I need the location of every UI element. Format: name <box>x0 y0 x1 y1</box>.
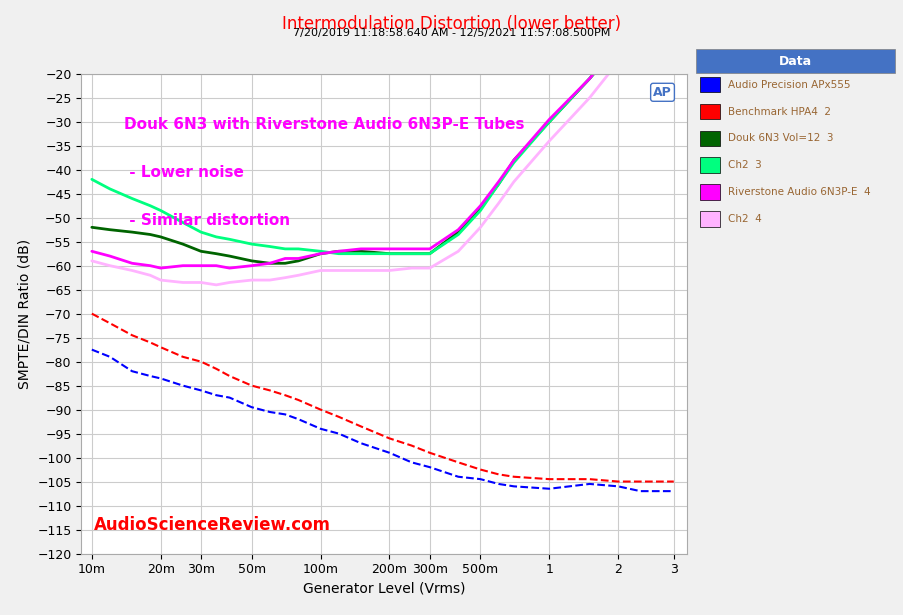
Text: Riverstone Audio 6N3P-E  4: Riverstone Audio 6N3P-E 4 <box>727 187 870 197</box>
Bar <box>699 184 719 200</box>
Text: Ch2  3: Ch2 3 <box>727 161 761 170</box>
Text: Benchmark HPA4  2: Benchmark HPA4 2 <box>727 106 830 116</box>
Bar <box>699 157 719 173</box>
Bar <box>699 77 719 92</box>
Text: - Similar distortion: - Similar distortion <box>124 213 290 228</box>
Bar <box>699 104 719 119</box>
Text: AudioScienceReview.com: AudioScienceReview.com <box>93 517 330 534</box>
Text: 7/20/2019 11:18:58.640 AM - 12/5/2021 11:57:08.500PM: 7/20/2019 11:18:58.640 AM - 12/5/2021 11… <box>293 28 610 38</box>
Y-axis label: SMPTE/DIN Ratio (dB): SMPTE/DIN Ratio (dB) <box>18 239 32 389</box>
Text: AP: AP <box>653 86 671 99</box>
Bar <box>699 130 719 146</box>
Text: Data: Data <box>778 55 811 68</box>
Text: Douk 6N3 with Riverstone Audio 6N3P-E Tubes: Douk 6N3 with Riverstone Audio 6N3P-E Tu… <box>124 117 524 132</box>
FancyBboxPatch shape <box>695 49 894 73</box>
Text: Audio Precision APx555: Audio Precision APx555 <box>727 79 850 90</box>
Text: - Lower noise: - Lower noise <box>124 165 244 180</box>
Bar <box>699 211 719 227</box>
X-axis label: Generator Level (Vrms): Generator Level (Vrms) <box>303 582 465 596</box>
Text: Douk 6N3 Vol=12  3: Douk 6N3 Vol=12 3 <box>727 133 833 143</box>
Text: Ch2  4: Ch2 4 <box>727 214 761 224</box>
Text: Intermodulation Distortion (lower better): Intermodulation Distortion (lower better… <box>282 15 621 33</box>
